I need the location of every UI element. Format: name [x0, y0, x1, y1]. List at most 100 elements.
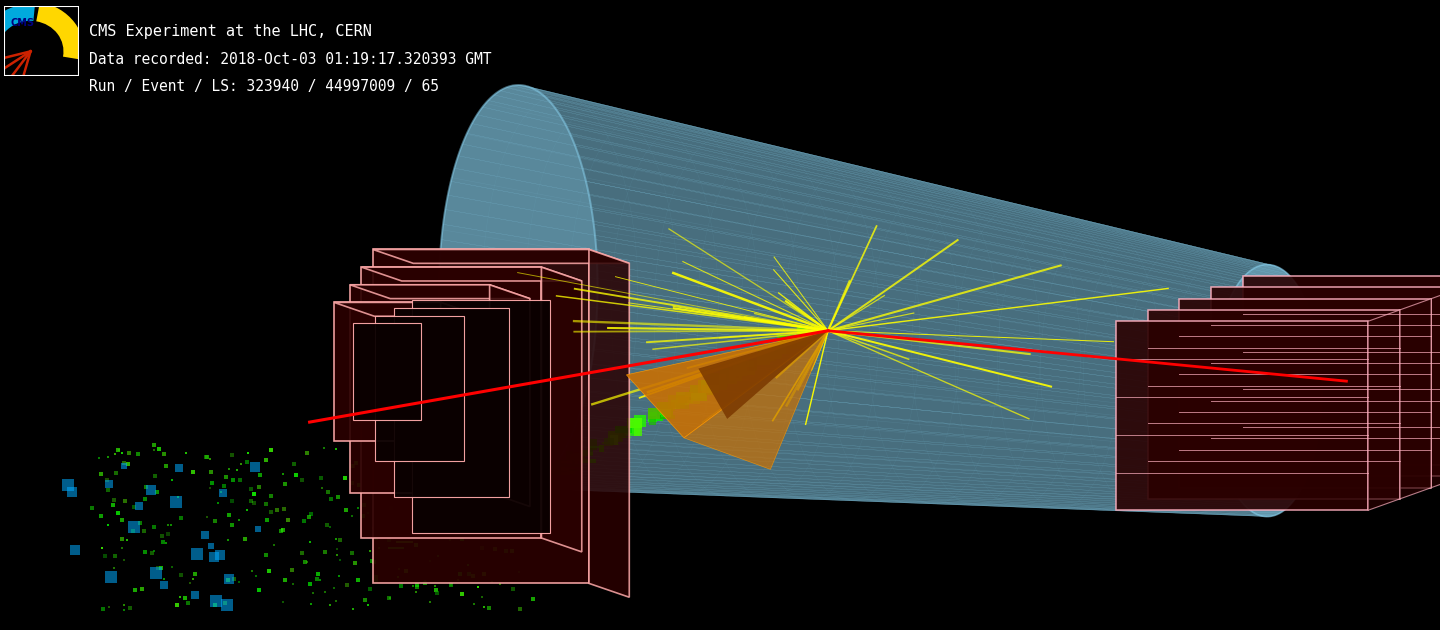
Point [439, 580, 462, 590]
Point [507, 567, 530, 577]
Polygon shape [717, 375, 723, 388]
Point [248, 585, 271, 595]
Polygon shape [467, 123, 1236, 295]
Polygon shape [572, 457, 586, 460]
Point [340, 461, 363, 471]
Point [386, 571, 409, 581]
Polygon shape [484, 500, 490, 504]
Polygon shape [1212, 265, 1322, 517]
Point [151, 537, 174, 547]
Point [312, 547, 336, 557]
Point [259, 445, 282, 455]
Polygon shape [546, 473, 552, 478]
Point [184, 569, 207, 579]
Polygon shape [508, 485, 524, 486]
Polygon shape [769, 344, 782, 358]
Point [112, 605, 135, 615]
Polygon shape [472, 502, 480, 507]
Point [423, 580, 446, 590]
Polygon shape [455, 405, 1225, 472]
Polygon shape [452, 516, 462, 521]
Point [471, 505, 494, 515]
Polygon shape [350, 285, 530, 299]
Polygon shape [412, 299, 550, 533]
Polygon shape [628, 418, 642, 428]
Point [406, 532, 429, 542]
Point [300, 579, 323, 589]
Point [387, 564, 410, 574]
Point [276, 515, 300, 525]
Polygon shape [518, 85, 1272, 265]
Point [324, 596, 347, 606]
Point [334, 473, 357, 483]
Polygon shape [494, 91, 1254, 271]
Polygon shape [661, 410, 671, 417]
Polygon shape [1400, 299, 1431, 499]
Polygon shape [662, 409, 670, 415]
Point [122, 502, 145, 512]
Polygon shape [570, 134, 1306, 302]
Polygon shape [582, 450, 588, 455]
Polygon shape [549, 476, 553, 482]
Polygon shape [668, 401, 675, 411]
Point [419, 556, 442, 566]
Point [438, 497, 461, 507]
Polygon shape [747, 364, 753, 374]
Point [233, 534, 256, 544]
Point [364, 576, 387, 586]
Point [389, 450, 412, 461]
Point [98, 479, 121, 489]
Polygon shape [575, 144, 1309, 309]
Point [91, 542, 114, 553]
Polygon shape [541, 267, 582, 552]
Polygon shape [374, 316, 465, 461]
Polygon shape [552, 466, 564, 472]
Polygon shape [713, 380, 727, 390]
Polygon shape [564, 123, 1303, 295]
Point [367, 542, 390, 553]
Polygon shape [472, 115, 1238, 289]
Point [480, 577, 503, 587]
Polygon shape [596, 302, 1322, 410]
Point [379, 593, 402, 603]
Point [229, 474, 252, 484]
Polygon shape [439, 255, 1212, 381]
Polygon shape [573, 452, 579, 457]
Point [410, 516, 433, 526]
Polygon shape [598, 271, 1322, 391]
Point [132, 494, 156, 504]
Point [235, 457, 258, 467]
Point [482, 519, 505, 529]
Polygon shape [441, 302, 481, 455]
Polygon shape [475, 508, 481, 513]
Polygon shape [1148, 310, 1400, 499]
Point [305, 574, 328, 584]
Polygon shape [467, 440, 1236, 493]
Point [115, 535, 138, 545]
Polygon shape [657, 403, 670, 414]
Polygon shape [556, 473, 566, 475]
Point [259, 491, 282, 501]
Point [167, 464, 190, 474]
Polygon shape [671, 400, 680, 408]
Point [370, 484, 393, 494]
Point [458, 569, 481, 579]
Polygon shape [537, 471, 544, 476]
Point [118, 602, 141, 612]
Point [156, 537, 179, 547]
Point [472, 602, 495, 612]
Point [112, 461, 135, 471]
Point [108, 445, 131, 455]
Point [99, 571, 122, 581]
Polygon shape [806, 332, 816, 340]
Polygon shape [721, 375, 727, 386]
Polygon shape [595, 318, 1322, 420]
Polygon shape [1368, 310, 1400, 510]
Point [423, 465, 446, 475]
Point [435, 532, 458, 542]
Point [107, 445, 130, 455]
Point [63, 544, 86, 554]
Point [220, 496, 243, 507]
Point [341, 510, 364, 520]
Point [396, 461, 419, 471]
